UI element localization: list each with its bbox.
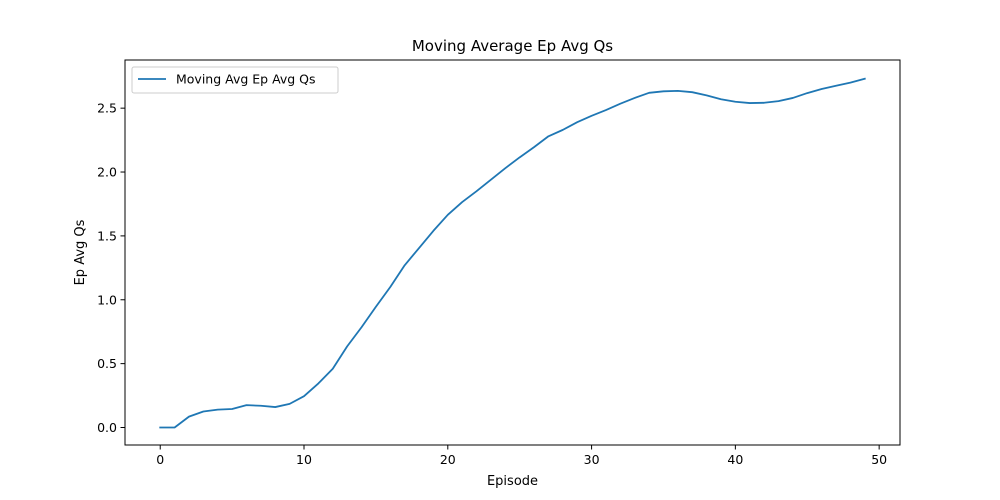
x-axis: 0 10 20 30 40 50	[156, 445, 887, 467]
y-tick-label: 0.0	[97, 420, 117, 435]
series-layer	[159, 77, 866, 429]
series-line-0	[159, 77, 866, 429]
y-axis-label: Ep Avg Qs	[73, 219, 88, 285]
x-tick-label: 20	[440, 452, 456, 467]
x-tick-label: 30	[584, 452, 600, 467]
y-tick-label: 2.5	[97, 101, 117, 116]
y-tick-label: 1.0	[97, 292, 117, 307]
x-tick-label: 50	[871, 452, 887, 467]
legend-box	[131, 66, 339, 94]
y-axis: 0.0 0.5 1.0 1.5 2.0 2.5	[97, 101, 125, 435]
legend-entry-label: Moving Avg Ep Avg Qs	[176, 72, 316, 87]
legend: Moving Avg Ep Avg Qs	[131, 66, 339, 94]
y-tick-label: 0.5	[97, 356, 117, 371]
chart-title: Moving Average Ep Avg Qs	[412, 37, 613, 55]
plot-frame	[124, 59, 901, 446]
x-tick-label: 10	[296, 452, 312, 467]
y-tick-label: 2.0	[97, 165, 117, 180]
x-axis-label: Episode	[487, 474, 538, 489]
x-tick-label: 0	[156, 452, 164, 467]
y-tick-label: 1.5	[97, 228, 117, 243]
x-tick-label: 40	[727, 452, 743, 467]
